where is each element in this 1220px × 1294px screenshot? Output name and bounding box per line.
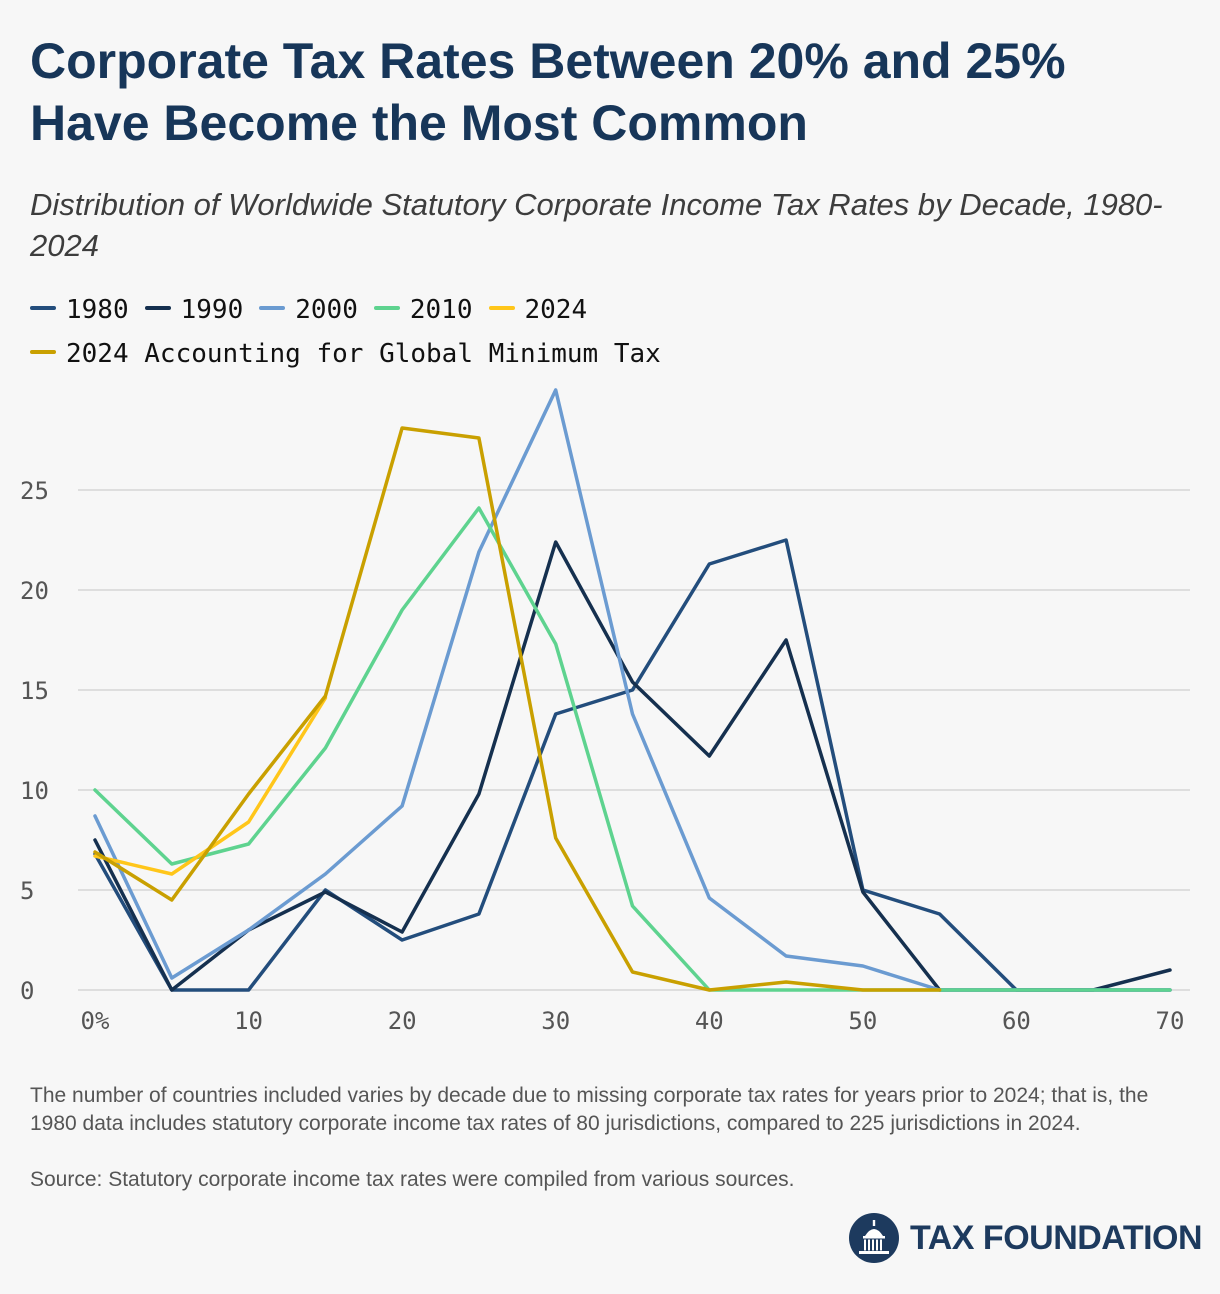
legend-label: 2024 Accounting for Global Minimum Tax bbox=[66, 339, 661, 369]
legend-swatch bbox=[30, 349, 56, 354]
legend-swatch bbox=[259, 305, 286, 310]
y-tick-label: 0 bbox=[20, 977, 34, 1005]
capitol-dome-icon bbox=[849, 1213, 899, 1263]
legend-swatch bbox=[144, 305, 171, 310]
x-tick-label: 10 bbox=[234, 1007, 263, 1035]
y-tick-label: 10 bbox=[20, 777, 49, 805]
legend-item-2010: 2010 bbox=[373, 288, 473, 332]
x-tick-label: 30 bbox=[541, 1007, 570, 1035]
y-tick-label: 15 bbox=[20, 677, 49, 705]
legend-item-1980: 1980 bbox=[30, 288, 129, 332]
chart-legend: 1980 1990 2000 2010 2024 2024 Accounting for … bbox=[30, 288, 1190, 376]
chart-subtitle: Distribution of Worldwide Statutory Corp… bbox=[30, 187, 1163, 263]
chart-title: Corporate Tax Rates Between 20% and 25% … bbox=[30, 33, 1066, 151]
y-tick-label: 20 bbox=[20, 577, 49, 605]
legend-label: 1990 bbox=[180, 295, 244, 325]
legend-swatch bbox=[488, 305, 515, 310]
line-chart: 0 5 10 15 20 25 0% 10 20 30 40 50 60 70 bbox=[20, 388, 1190, 1035]
legend-item-2000: 2000 bbox=[259, 288, 358, 332]
legend-label: 2024 bbox=[524, 295, 588, 325]
legend-label: 2000 bbox=[295, 295, 358, 325]
legend-item-1990: 1990 bbox=[144, 288, 244, 332]
legend-swatch bbox=[373, 305, 400, 310]
x-tick-label: 50 bbox=[848, 1007, 877, 1035]
tax-foundation-logo: TAX FOUNDATION bbox=[848, 1212, 1203, 1264]
series-line-2024-accounting-for-global-minimum-tax bbox=[93, 426, 942, 992]
x-tick-label: 70 bbox=[1156, 1007, 1185, 1035]
footnote: The number of countries included varies … bbox=[30, 1084, 1149, 1135]
y-tick-label: 25 bbox=[20, 477, 49, 505]
legend-item-2024: 2024 bbox=[488, 288, 588, 332]
legend-item-2024-accounting-for-global-minimum-tax: 2024 Accounting for Global Minimum Tax bbox=[30, 332, 661, 376]
y-tick-label: 5 bbox=[20, 877, 34, 905]
legend-label: 2010 bbox=[409, 295, 473, 325]
logo-text: TAX FOUNDATION bbox=[910, 1218, 1203, 1257]
legend-label: 1980 bbox=[66, 295, 129, 325]
x-tick-label: 0% bbox=[81, 1007, 110, 1035]
source-note: Source: Statutory corporate income tax r… bbox=[30, 1168, 795, 1191]
series-line-1980 bbox=[93, 538, 1172, 992]
x-tick-label: 60 bbox=[1002, 1007, 1031, 1035]
x-tick-label: 40 bbox=[695, 1007, 724, 1035]
legend-swatch bbox=[30, 305, 56, 310]
series-line-2010 bbox=[93, 506, 1172, 992]
x-tick-label: 20 bbox=[388, 1007, 417, 1035]
